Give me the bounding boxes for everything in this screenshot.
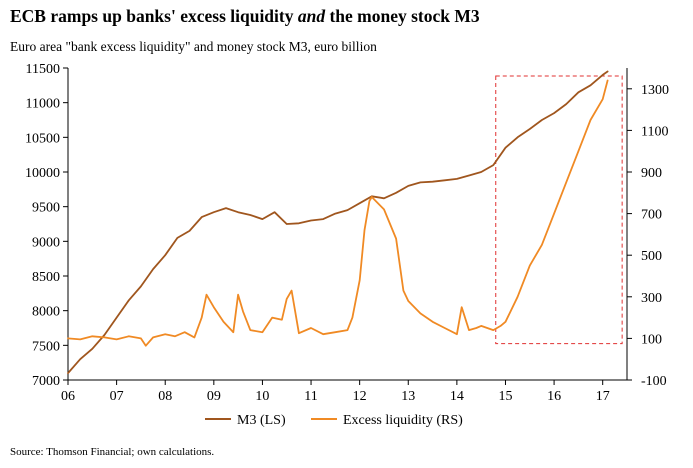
left-tick-label: 8000	[32, 305, 60, 320]
highlight-box	[495, 75, 623, 345]
x-tick-label: 15	[498, 389, 512, 404]
chart-subtitle: Euro area "bank excess liquidity" and mo…	[10, 39, 377, 54]
left-tick-label: 11000	[26, 97, 60, 112]
left-tick-label: 7500	[32, 339, 60, 354]
right-tick-label: 1300	[641, 83, 669, 98]
right-tick-label: 1100	[641, 124, 668, 139]
left-tick-label: 7000	[32, 374, 60, 389]
legend-m3-label: M3 (LS)	[237, 413, 286, 428]
x-tick-label: 12	[353, 389, 367, 404]
x-tick-label: 08	[158, 389, 172, 404]
left-tick-label: 10500	[25, 131, 60, 146]
x-tick-label: 17	[596, 389, 610, 404]
right-tick-label: -100	[641, 374, 667, 389]
legend-excess-liquidity-label: Excess liquidity (RS)	[343, 413, 463, 428]
x-tick-label: 09	[207, 389, 221, 404]
series-line-m3	[67, 70, 609, 375]
right-tick-label: 500	[641, 249, 662, 264]
chart-title: ECB ramps up banks' excess liquidity and…	[10, 6, 480, 26]
series-line-excess-liquidity	[67, 79, 609, 347]
left-tick-label: 9000	[32, 235, 60, 250]
right-tick-label: 300	[641, 291, 662, 306]
x-tick-label: 10	[255, 389, 269, 404]
x-tick-label: 13	[401, 389, 415, 404]
right-tick-label: 100	[641, 332, 662, 347]
left-tick-label: 10000	[25, 166, 60, 181]
x-tick-label: 11	[304, 389, 317, 404]
right-tick-label: 700	[641, 208, 662, 223]
left-tick-label: 9500	[32, 201, 60, 216]
left-tick-label: 11500	[26, 62, 60, 77]
right-tick-label: 900	[641, 166, 662, 181]
left-tick-label: 8500	[32, 270, 60, 285]
source-note: Source: Thomson Financial; own calculati…	[10, 446, 215, 458]
x-tick-label: 14	[450, 389, 464, 404]
x-tick-label: 07	[110, 389, 124, 404]
x-tick-label: 16	[547, 389, 561, 404]
x-tick-label: 06	[61, 389, 75, 404]
